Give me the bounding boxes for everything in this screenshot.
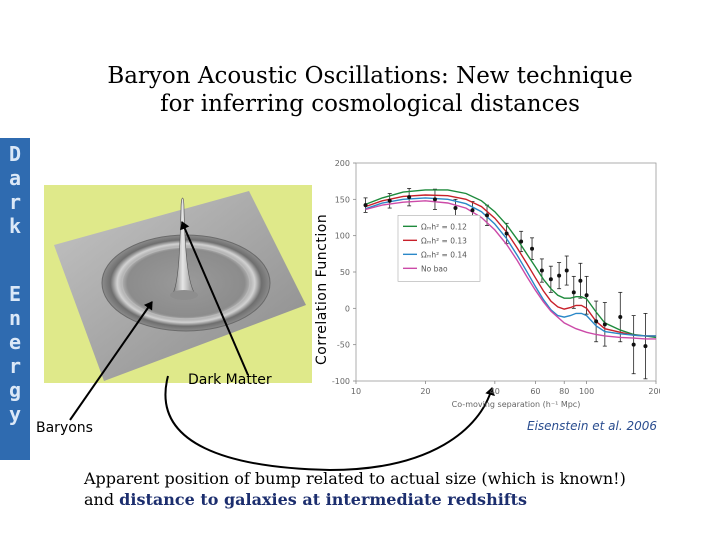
data-point xyxy=(407,195,412,200)
data-point xyxy=(557,273,562,278)
sidebar-letter: k xyxy=(8,214,22,238)
data-point xyxy=(594,319,599,324)
sidebar-letter: n xyxy=(8,306,22,330)
caption-text: Apparent position of bump related to act… xyxy=(84,469,626,509)
x-tick-label: 20 xyxy=(420,387,430,396)
sidebar-letter: y xyxy=(8,402,22,426)
y-tick-label: 200 xyxy=(335,159,350,168)
legend-label: Ωₘh² = 0.12 xyxy=(421,222,467,231)
series-line xyxy=(365,189,657,339)
data-point xyxy=(631,342,636,347)
data-point xyxy=(643,344,648,349)
sidebar-letter: e xyxy=(8,330,22,354)
data-point xyxy=(485,213,490,218)
data-point xyxy=(571,290,576,295)
data-point xyxy=(578,278,583,283)
legend-label: Ωₘh² = 0.13 xyxy=(421,236,467,245)
slide-title-line2: for inferring cosmological distances xyxy=(160,91,580,117)
y-tick-label: -100 xyxy=(332,377,350,386)
x-tick-label: 200 xyxy=(648,387,660,396)
y-tick-label: 150 xyxy=(335,195,350,204)
sidebar-letter: r xyxy=(8,190,22,214)
data-point xyxy=(363,203,368,208)
data-point xyxy=(539,268,544,273)
data-point xyxy=(504,231,509,236)
legend-label: No bao xyxy=(421,264,448,273)
data-point xyxy=(432,197,437,202)
series-line xyxy=(365,200,656,340)
x-tick-label: 80 xyxy=(559,387,569,396)
y-tick-label: 0 xyxy=(345,304,350,313)
sidebar-dark-energy: D a r k E n e r g y xyxy=(0,138,30,460)
sidebar-letter: r xyxy=(8,354,22,378)
y-tick-label: 100 xyxy=(335,232,350,241)
data-point xyxy=(584,293,589,298)
x-tick-label: 60 xyxy=(530,387,540,396)
citation: Eisenstein et al. 2006 xyxy=(527,419,658,433)
x-tick-label: 40 xyxy=(490,387,500,396)
dark-matter-label: Dark Matter xyxy=(188,372,272,388)
x-tick-label: 100 xyxy=(579,387,594,396)
data-point xyxy=(602,322,607,327)
y-tick-label: -50 xyxy=(337,341,350,350)
slide-title: Baryon Acoustic Oscillations: New techni… xyxy=(60,62,680,118)
sidebar-letter: a xyxy=(8,166,22,190)
dark-matter-peak-base xyxy=(170,290,198,300)
surface-plot xyxy=(44,185,312,383)
baryons-label: Baryons xyxy=(36,420,93,436)
caption: Apparent position of bump related to act… xyxy=(84,468,644,510)
sidebar-letter: D xyxy=(8,142,22,166)
legend-label: Ωₘh² = 0.14 xyxy=(421,250,467,259)
sidebar-letter: E xyxy=(8,282,22,306)
data-point xyxy=(519,239,524,244)
series-line xyxy=(365,194,656,337)
data-point xyxy=(530,246,535,251)
caption-emphasis: distance to galaxies at intermediate red… xyxy=(119,490,528,509)
data-point xyxy=(453,206,458,211)
data-point xyxy=(387,198,392,203)
data-point xyxy=(618,315,623,320)
y-tick-label: 50 xyxy=(340,268,350,277)
correlation-chart: -100 -50 0 50 100 150 200 10 20 40 60 80 100 200 Co-mo… xyxy=(332,159,660,409)
slide-title-line1: Baryon Acoustic Oscillations: New techni… xyxy=(107,63,633,89)
sidebar-letter: g xyxy=(8,378,22,402)
data-point xyxy=(564,268,569,273)
x-axis-label: Co-moving separation (h⁻¹ Mpc) xyxy=(452,400,581,409)
data-point xyxy=(470,208,475,213)
x-tick-label: 10 xyxy=(351,387,361,396)
data-point xyxy=(548,277,553,282)
series-line xyxy=(365,197,656,337)
